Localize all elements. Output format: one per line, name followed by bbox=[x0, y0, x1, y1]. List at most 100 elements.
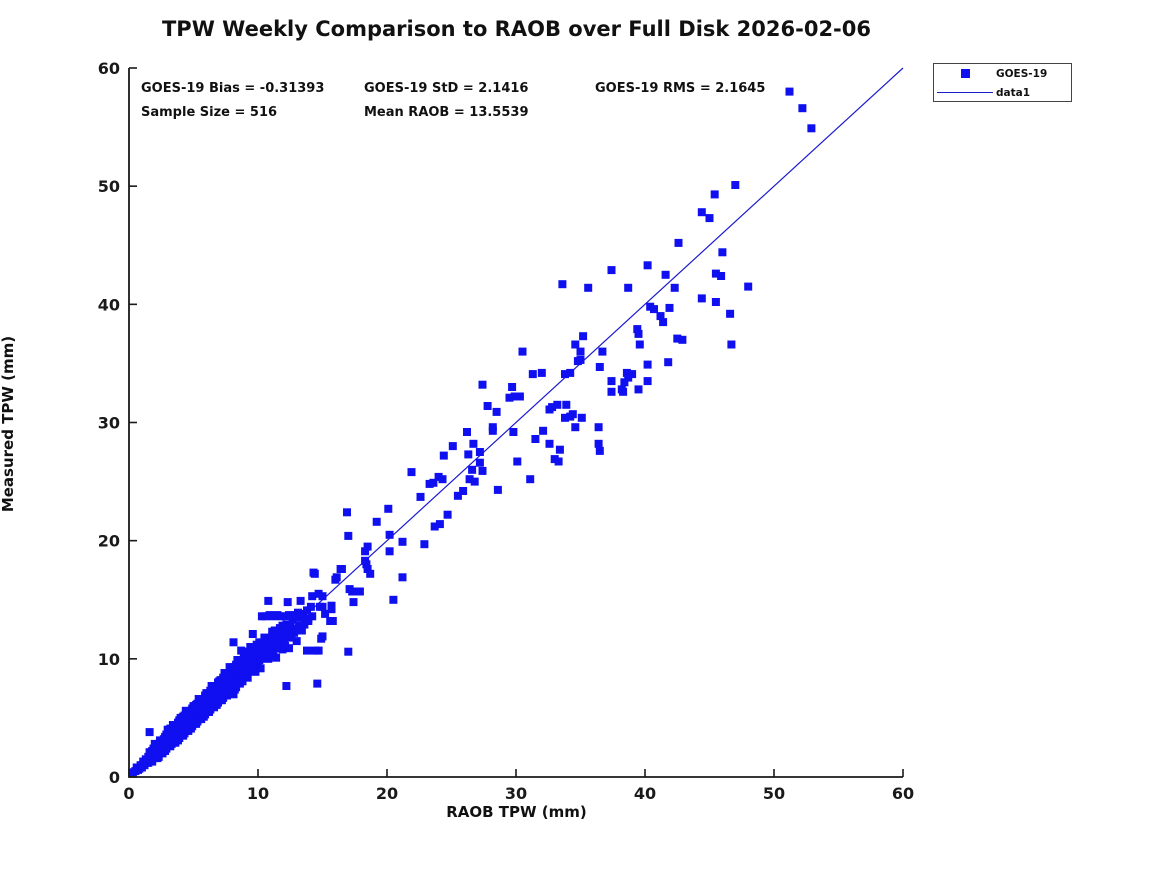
legend-swatch bbox=[934, 69, 996, 78]
data-point bbox=[331, 575, 340, 584]
data-point bbox=[430, 522, 439, 531]
data-point bbox=[558, 280, 567, 289]
y-tick-label: 60 bbox=[98, 59, 120, 78]
data-point bbox=[617, 385, 626, 394]
data-point bbox=[674, 238, 683, 247]
data-point bbox=[186, 711, 195, 720]
data-point bbox=[310, 646, 319, 655]
goes19-points bbox=[128, 87, 816, 777]
data-point bbox=[548, 403, 557, 412]
data-point bbox=[483, 402, 492, 410]
data-point bbox=[659, 318, 668, 327]
data-point bbox=[275, 643, 284, 651]
data-point bbox=[235, 664, 244, 673]
data-point bbox=[509, 428, 518, 436]
data-point bbox=[594, 439, 603, 448]
data-point bbox=[192, 700, 201, 709]
data-point bbox=[264, 596, 273, 605]
data-point bbox=[470, 477, 479, 486]
data-point bbox=[248, 630, 257, 638]
data-point bbox=[515, 392, 524, 401]
data-point bbox=[202, 689, 211, 698]
data-point bbox=[148, 757, 157, 766]
data-point bbox=[272, 653, 281, 662]
data-point bbox=[177, 731, 186, 740]
x-tick-label: 10 bbox=[247, 784, 269, 803]
data-point bbox=[349, 598, 358, 607]
data-point bbox=[624, 283, 633, 292]
data-point bbox=[576, 347, 585, 356]
data-point bbox=[248, 651, 257, 660]
data-point bbox=[366, 569, 375, 578]
data-point bbox=[362, 560, 371, 569]
data-point bbox=[697, 294, 706, 303]
y-tick-label: 30 bbox=[98, 414, 120, 433]
data-point bbox=[798, 104, 807, 113]
data-point bbox=[215, 677, 224, 686]
x-tick-label: 40 bbox=[634, 784, 656, 803]
data-point bbox=[468, 465, 477, 474]
data-point bbox=[577, 413, 586, 422]
data-point bbox=[189, 706, 198, 715]
data-point bbox=[292, 637, 301, 646]
data-point bbox=[296, 596, 305, 605]
data-point bbox=[650, 305, 658, 314]
data-point bbox=[607, 377, 616, 386]
data-point bbox=[705, 214, 714, 223]
data-point bbox=[566, 368, 575, 377]
data-point bbox=[711, 298, 720, 306]
data-point bbox=[579, 332, 588, 341]
data-point bbox=[537, 368, 546, 377]
data-point bbox=[622, 368, 631, 377]
data-point bbox=[179, 712, 188, 721]
data-point bbox=[513, 457, 522, 466]
data-point bbox=[256, 664, 265, 673]
data-point bbox=[229, 638, 238, 647]
data-point bbox=[288, 615, 297, 624]
x-tick-label: 60 bbox=[892, 784, 914, 803]
data-point bbox=[286, 622, 295, 631]
legend-swatch bbox=[934, 92, 996, 93]
data-point bbox=[665, 303, 674, 312]
data-point bbox=[731, 181, 740, 189]
y-tick-label: 20 bbox=[98, 532, 120, 551]
data-point bbox=[229, 690, 238, 699]
data-point bbox=[159, 738, 168, 747]
data-point bbox=[163, 730, 172, 739]
data-point bbox=[310, 569, 319, 578]
data-point bbox=[150, 739, 159, 748]
data-point bbox=[303, 646, 311, 655]
data-point bbox=[744, 282, 753, 291]
data-point bbox=[463, 428, 471, 436]
x-tick-label: 20 bbox=[376, 784, 398, 803]
stat-sample-size: Sample Size = 516 bbox=[141, 105, 278, 120]
data-point bbox=[297, 626, 306, 635]
data-point bbox=[464, 450, 473, 459]
data-point bbox=[438, 475, 447, 484]
data-point bbox=[294, 608, 302, 617]
data-point bbox=[493, 485, 502, 494]
data-point bbox=[643, 377, 652, 386]
data-point bbox=[162, 744, 171, 753]
legend-label-data1: data1 bbox=[996, 86, 1031, 99]
data-point bbox=[241, 651, 250, 660]
data-point bbox=[228, 664, 237, 673]
data-point bbox=[718, 248, 727, 257]
data-point bbox=[624, 373, 633, 382]
data-point bbox=[363, 565, 372, 573]
data-point bbox=[453, 491, 462, 500]
legend-row-goes19: GOES-19 bbox=[934, 64, 1071, 83]
data-point bbox=[678, 335, 687, 344]
data-point bbox=[620, 378, 629, 387]
data-point bbox=[697, 208, 706, 217]
legend-box: GOES-19 data1 bbox=[933, 63, 1072, 102]
data-point bbox=[727, 340, 736, 349]
data-point bbox=[465, 475, 474, 484]
square-marker-icon bbox=[960, 69, 970, 78]
data-point bbox=[555, 445, 564, 454]
data-point bbox=[398, 573, 407, 582]
data-point bbox=[711, 269, 720, 278]
legend-label-goes19: GOES-19 bbox=[996, 67, 1048, 80]
data-point bbox=[545, 439, 554, 448]
